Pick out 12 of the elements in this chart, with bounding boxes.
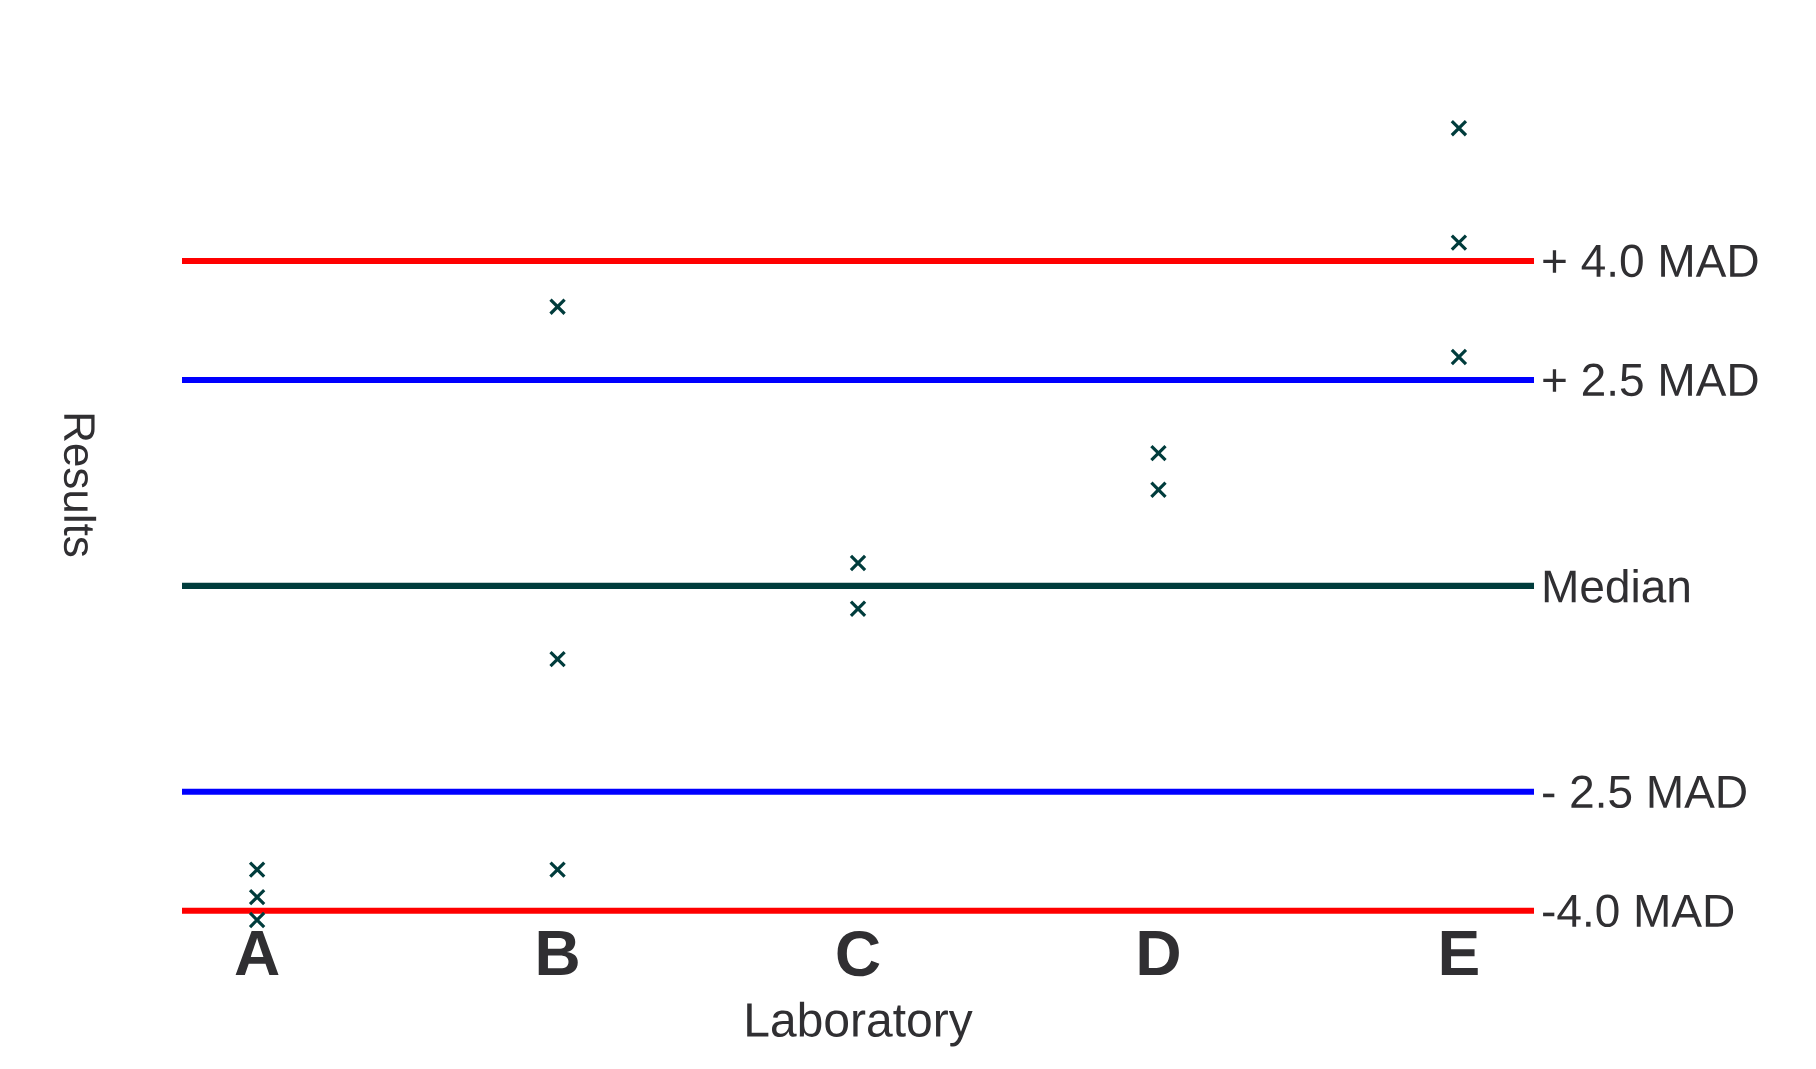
ref-line-label: + 4.0 MAD [1543, 244, 1758, 278]
y-axis-title: Results [63, 414, 97, 557]
ref-line-label: -4.0 MAD [1543, 894, 1734, 928]
x-tick-label: E [1441, 931, 1478, 976]
ref-line-label: Median [1544, 568, 1689, 603]
x-tick-label: C [837, 931, 880, 977]
x-axis-title: Laboratory [747, 1001, 973, 1047]
x-tick-label: B [538, 931, 578, 976]
x-tick-label: D [1139, 931, 1179, 976]
x-tick-label: A [235, 931, 279, 976]
ref-line-label: - 2.5 MAD [1543, 775, 1746, 809]
ref-line-label: + 2.5 MAD [1543, 363, 1758, 397]
